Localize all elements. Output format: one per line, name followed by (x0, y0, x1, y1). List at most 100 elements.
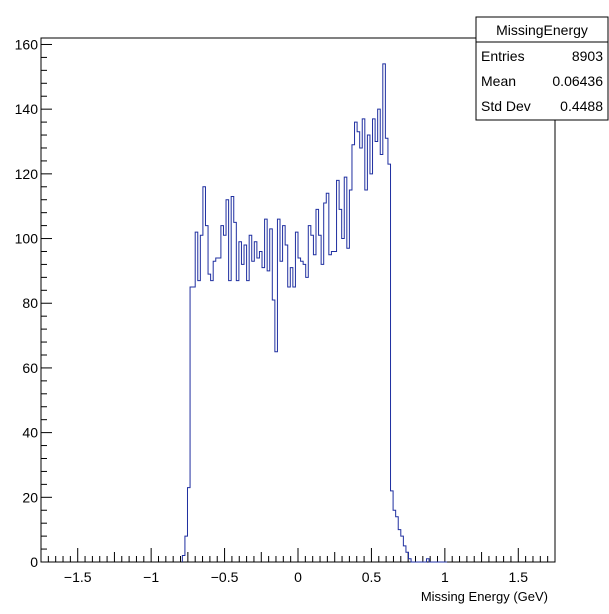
histogram-bin (290, 268, 293, 562)
x-tick-label: 1.5 (509, 569, 529, 585)
x-axis-label: Missing Energy (GeV) (421, 589, 548, 604)
x-tick-label: 0.5 (362, 569, 382, 585)
histogram-bin (306, 277, 309, 562)
histogram-bin (285, 245, 288, 562)
y-tick-label: 100 (15, 231, 39, 247)
stats-stddev-label: Std Dev (481, 98, 531, 114)
histogram-bin (349, 190, 352, 562)
histogram-bin (406, 552, 409, 562)
histogram-bin (211, 281, 214, 562)
histogram-bin (370, 174, 373, 562)
histogram-bin (247, 281, 250, 562)
histogram-bin (378, 109, 381, 562)
histogram-series (181, 63, 448, 563)
stats-entries-value: 8903 (572, 48, 603, 64)
histogram-bin (277, 219, 280, 562)
histogram-bin (198, 281, 201, 562)
histogram-bin (321, 264, 324, 562)
histogram-bin (231, 196, 234, 562)
histogram-bin (275, 352, 278, 562)
histogram-bin (226, 200, 229, 562)
histogram-bin (229, 281, 232, 562)
histogram-bin (380, 154, 383, 562)
histogram-bin (373, 119, 376, 562)
histogram-bin (239, 242, 242, 562)
histogram-bin (298, 258, 301, 562)
stats-mean-value: 0.06436 (552, 73, 603, 89)
histogram-bin (193, 287, 196, 562)
histogram-line (181, 63, 448, 563)
histogram-bin (362, 119, 365, 562)
histogram-bin (213, 261, 216, 562)
histogram-bin (352, 145, 355, 562)
x-tick-label: −1 (143, 569, 159, 585)
histogram-bin (288, 287, 291, 562)
histogram-bin (218, 258, 221, 562)
histogram-bin (252, 261, 255, 562)
histogram-bin (295, 232, 298, 562)
stats-stddev-value: 0.4488 (560, 98, 603, 114)
y-tick-label: 80 (22, 295, 38, 311)
histogram-bin (398, 530, 401, 562)
histogram-bin (262, 268, 265, 562)
histogram-bin (272, 300, 275, 562)
histogram-bin (257, 258, 260, 562)
histogram-bin (393, 510, 396, 562)
y-tick-label: 60 (22, 360, 38, 376)
x-tick-label: 1 (441, 569, 449, 585)
histogram-bin (316, 209, 319, 562)
histogram-bin (244, 245, 247, 562)
y-axis: 0 20 40 60 80 100 120 140 160 (15, 36, 52, 570)
histogram-bin (311, 235, 314, 562)
histogram-bin (182, 556, 185, 562)
histogram-bin (324, 203, 327, 562)
y-tick-label: 140 (15, 101, 39, 117)
histogram-bin (190, 287, 193, 562)
y-tick-label: 40 (22, 425, 38, 441)
y-tick-label: 120 (15, 166, 39, 182)
stats-mean-label: Mean (481, 73, 516, 89)
histogram-bin (249, 235, 252, 562)
histogram-bin (203, 187, 206, 562)
histogram-bin (403, 546, 406, 562)
histogram-bin (337, 180, 340, 562)
histogram-bin (409, 559, 412, 562)
histogram-bin (185, 536, 188, 562)
histogram-bin (342, 239, 345, 562)
histogram-bin (293, 287, 296, 562)
histogram-bin (313, 255, 316, 562)
histogram-bin (329, 255, 332, 562)
histogram-bin (331, 251, 334, 562)
histogram-bin (301, 261, 304, 562)
histogram-bin (303, 264, 306, 562)
y-tick-label: 20 (22, 489, 38, 505)
stats-entries-label: Entries (481, 48, 525, 64)
histogram-bin (355, 122, 358, 562)
histogram-bin (365, 190, 368, 562)
y-tick-label: 160 (15, 36, 39, 52)
histogram-bin (280, 261, 283, 562)
histogram-bin (223, 235, 226, 562)
histogram-bin (259, 251, 262, 562)
histogram-bin (375, 142, 378, 562)
histogram-bin (208, 274, 211, 562)
histogram-bin (236, 281, 239, 562)
histogram-bin (319, 235, 322, 562)
stats-box-border (475, 16, 609, 121)
histogram-bin (326, 193, 329, 562)
histogram-bin (339, 209, 342, 562)
histogram-bin (254, 242, 257, 562)
histogram-bin (221, 226, 224, 562)
histogram-bin (347, 248, 350, 562)
histogram-bin (195, 232, 198, 562)
histogram-bin (241, 264, 244, 562)
histogram-bin (200, 235, 203, 562)
x-tick-label: −1.5 (64, 569, 92, 585)
histogram-bin (270, 229, 273, 562)
histogram-bin (383, 64, 386, 562)
histogram-bin (187, 488, 190, 562)
histogram-bin (385, 138, 388, 562)
histogram-bin (267, 271, 270, 562)
histogram-bin (234, 222, 237, 562)
